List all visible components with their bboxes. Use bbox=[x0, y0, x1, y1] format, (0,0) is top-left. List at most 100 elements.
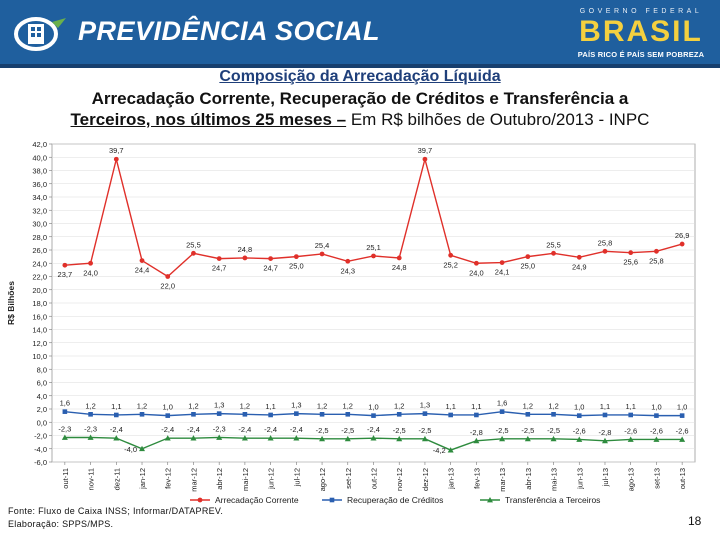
y-tick-label: 40,0 bbox=[32, 153, 47, 162]
legend-label: Arrecadação Corrente bbox=[215, 495, 299, 505]
data-label-recuperacao-de-creditos: 1,2 bbox=[523, 401, 533, 410]
data-point-recuperacao-de-creditos bbox=[396, 412, 402, 417]
y-tick-label: 0,0 bbox=[37, 418, 47, 427]
data-point-arrecadacao-corrente bbox=[139, 258, 145, 263]
data-label-recuperacao-de-creditos: 1,3 bbox=[214, 401, 224, 410]
y-tick-label: 26,0 bbox=[32, 246, 47, 255]
data-label-recuperacao-de-creditos: 1,3 bbox=[420, 401, 430, 410]
data-label-arrecadacao-corrente: 39,7 bbox=[418, 146, 433, 155]
data-label-transferencia-a-terceiros: -2,5 bbox=[393, 426, 406, 435]
data-label-recuperacao-de-creditos: 1,1 bbox=[471, 402, 481, 411]
data-point-transferencia-a-terceiros bbox=[576, 436, 583, 442]
data-label-transferencia-a-terceiros: -4,0 bbox=[124, 445, 137, 454]
data-label-arrecadacao-corrente: 24,8 bbox=[392, 263, 407, 272]
data-point-recuperacao-de-creditos bbox=[628, 412, 633, 418]
data-label-recuperacao-de-creditos: 1,1 bbox=[265, 402, 275, 411]
data-point-arrecadacao-corrente bbox=[88, 260, 93, 266]
data-point-recuperacao-de-creditos bbox=[602, 412, 608, 418]
data-point-arrecadacao-corrente bbox=[345, 258, 351, 264]
data-label-recuperacao-de-creditos: 1,2 bbox=[343, 401, 353, 410]
data-label-arrecadacao-corrente: 25,5 bbox=[186, 240, 201, 249]
data-point-transferencia-a-terceiros bbox=[293, 435, 300, 441]
data-point-recuperacao-de-creditos bbox=[551, 412, 556, 417]
data-label-recuperacao-de-creditos: 1,0 bbox=[677, 403, 687, 412]
data-label-transferencia-a-terceiros: -2,4 bbox=[161, 425, 174, 434]
y-tick-label: 34,0 bbox=[32, 193, 47, 202]
data-point-arrecadacao-corrente bbox=[525, 254, 531, 260]
y-axis-label: R$ Bilhões bbox=[6, 281, 16, 325]
data-label-transferencia-a-terceiros: -2,5 bbox=[521, 426, 534, 435]
x-tick-label: mai-13 bbox=[550, 468, 559, 491]
header-banner: PREVIDÊNCIA SOCIAL GOVERNO FEDERAL BRASI… bbox=[0, 0, 720, 68]
data-point-arrecadacao-corrente bbox=[371, 253, 376, 259]
data-point-transferencia-a-terceiros bbox=[473, 437, 480, 444]
x-tick-label: nov-11 bbox=[87, 468, 96, 490]
footer-source-line: Fonte: Fluxo de Caixa INSS; Informar/DAT… bbox=[8, 506, 224, 516]
slide-title: Composição da Arrecadação Líquida bbox=[219, 68, 501, 85]
data-label-recuperacao-de-creditos: 1,2 bbox=[394, 401, 404, 410]
y-tick-label: 28,0 bbox=[32, 233, 47, 242]
data-label-transferencia-a-terceiros: -2,5 bbox=[496, 426, 509, 435]
y-tick-label: -4,0 bbox=[34, 445, 47, 454]
data-point-recuperacao-de-creditos bbox=[654, 413, 659, 418]
data-point-arrecadacao-corrente bbox=[293, 254, 299, 260]
data-label-arrecadacao-corrente: 25,4 bbox=[315, 241, 330, 250]
gov-top-text: GOVERNO FEDERAL bbox=[579, 8, 703, 15]
data-label-transferencia-a-terceiros: -2,4 bbox=[110, 425, 123, 434]
x-tick-label: ago-13 bbox=[627, 468, 636, 491]
gov-motto-text: PAÍS RICO É PAÍS SEM POBREZA bbox=[577, 50, 705, 59]
y-tick-label: 16,0 bbox=[32, 312, 47, 321]
data-point-arrecadacao-corrente bbox=[268, 256, 274, 262]
data-label-transferencia-a-terceiros: -2,4 bbox=[238, 425, 251, 434]
data-point-arrecadacao-corrente bbox=[499, 260, 505, 265]
y-tick-label: 20,0 bbox=[32, 286, 47, 295]
data-point-recuperacao-de-creditos bbox=[525, 412, 531, 417]
data-label-arrecadacao-corrente: 24,1 bbox=[495, 268, 510, 277]
data-point-arrecadacao-corrente bbox=[319, 251, 325, 257]
data-point-transferencia-a-terceiros bbox=[113, 435, 120, 441]
data-label-arrecadacao-corrente: 24,7 bbox=[263, 264, 278, 273]
data-label-arrecadacao-corrente: 23,7 bbox=[58, 270, 73, 279]
x-tick-label: dez-12 bbox=[421, 468, 430, 491]
data-point-recuperacao-de-creditos bbox=[474, 412, 479, 418]
data-point-transferencia-a-terceiros bbox=[447, 447, 454, 453]
data-label-arrecadacao-corrente: 24,8 bbox=[238, 245, 253, 254]
data-point-transferencia-a-terceiros bbox=[396, 435, 403, 442]
data-point-recuperacao-de-creditos bbox=[422, 411, 428, 416]
data-point-recuperacao-de-creditos bbox=[268, 412, 273, 418]
y-tick-label: -6,0 bbox=[34, 458, 47, 467]
data-label-transferencia-a-terceiros: -2,5 bbox=[341, 426, 354, 435]
data-point-arrecadacao-corrente bbox=[679, 241, 685, 247]
data-label-transferencia-a-terceiros: -2,8 bbox=[470, 428, 483, 437]
data-point-arrecadacao-corrente bbox=[165, 274, 171, 279]
x-tick-label: abr-12 bbox=[215, 468, 224, 490]
x-tick-label: jan-12 bbox=[138, 468, 147, 490]
slide-subtitle-line1: Arrecadação Corrente, Recuperação de Cré… bbox=[91, 89, 629, 108]
data-point-transferencia-a-terceiros bbox=[87, 434, 94, 440]
y-tick-label: 22,0 bbox=[32, 273, 47, 282]
data-point-transferencia-a-terceiros bbox=[550, 435, 557, 442]
data-label-arrecadacao-corrente: 22,0 bbox=[160, 282, 175, 291]
data-label-arrecadacao-corrente: 25,6 bbox=[623, 258, 638, 267]
x-tick-label: jun-13 bbox=[575, 468, 584, 490]
data-label-transferencia-a-terceiros: -2,5 bbox=[316, 426, 329, 435]
data-label-transferencia-a-terceiros: -2,4 bbox=[264, 425, 277, 434]
data-label-transferencia-a-terceiros: -2,6 bbox=[676, 426, 689, 435]
data-label-transferencia-a-terceiros: -2,5 bbox=[547, 426, 560, 435]
data-label-transferencia-a-terceiros: -2,6 bbox=[573, 426, 586, 435]
data-point-recuperacao-de-creditos bbox=[139, 412, 145, 417]
data-point-transferencia-a-terceiros bbox=[421, 435, 428, 442]
series-line-arrecadacao-corrente bbox=[64, 156, 683, 278]
x-tick-label: fev-13 bbox=[472, 468, 481, 489]
previdencia-logo-icon bbox=[14, 17, 66, 51]
data-label-arrecadacao-corrente: 24,0 bbox=[83, 268, 98, 277]
data-point-transferencia-a-terceiros bbox=[627, 436, 634, 442]
y-tick-label: 14,0 bbox=[32, 326, 47, 335]
data-point-arrecadacao-corrente bbox=[448, 252, 454, 258]
x-tick-label: mar-12 bbox=[189, 468, 198, 492]
data-label-transferencia-a-terceiros: -2,3 bbox=[58, 424, 71, 433]
header-title: PREVIDÊNCIA SOCIAL bbox=[78, 16, 381, 46]
data-point-recuperacao-de-creditos bbox=[88, 412, 93, 417]
data-label-recuperacao-de-creditos: 1,1 bbox=[600, 402, 610, 411]
x-tick-label: set-12 bbox=[344, 468, 353, 489]
